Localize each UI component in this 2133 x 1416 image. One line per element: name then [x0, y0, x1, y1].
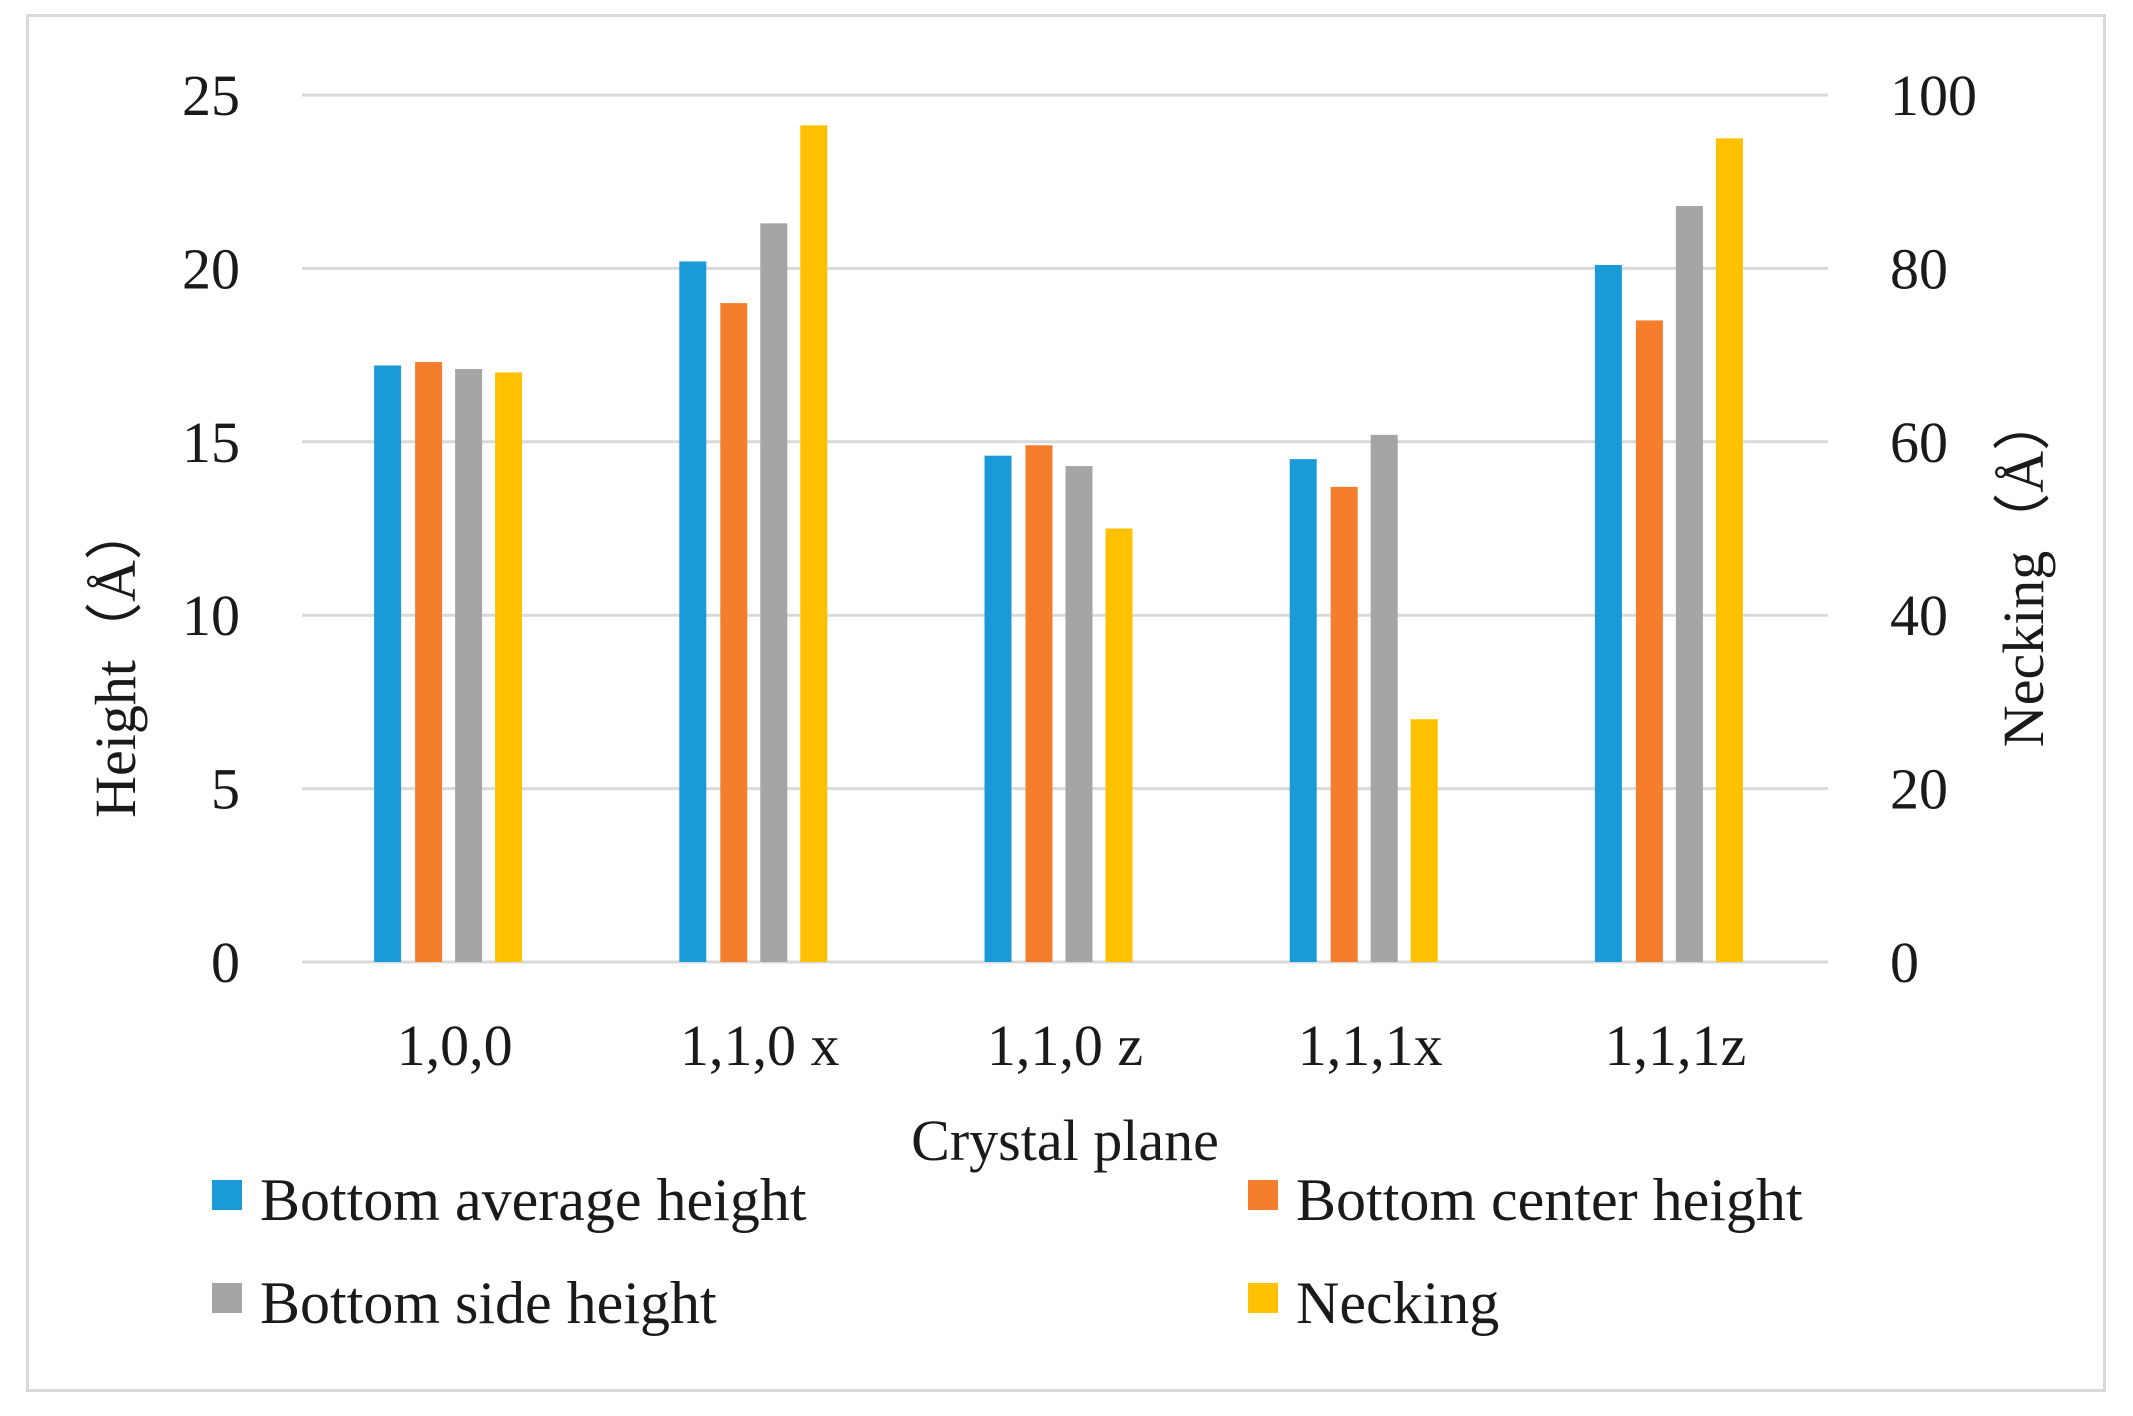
y2-tick-label: 40 — [1890, 583, 1948, 648]
bar-bottom-center-height — [1635, 320, 1663, 962]
y2-tick-label: 100 — [1890, 63, 1977, 128]
y-tick-label: 20 — [182, 236, 240, 301]
bar-bottom-average-height — [1289, 459, 1317, 962]
y2-axis-title: Necking（Å） — [1991, 393, 2056, 747]
y-axis-ticks: 0 5 10 15 20 25 — [182, 63, 240, 995]
legend-label: Bottom average height — [260, 1167, 807, 1233]
y2-tick-label: 20 — [1890, 757, 1948, 822]
bars — [374, 125, 1743, 963]
bar-necking — [1105, 528, 1133, 962]
x-tick-label: 1,1,0 z — [987, 1013, 1143, 1078]
bar-bottom-side-height — [760, 223, 788, 963]
legend-label: Bottom side height — [260, 1270, 717, 1336]
x-axis-title: Crystal plane — [911, 1108, 1219, 1173]
bar-bottom-average-height — [679, 261, 707, 962]
bar-bottom-average-height — [1594, 264, 1622, 962]
legend-label: Necking — [1296, 1270, 1499, 1336]
bar-bottom-side-height — [455, 368, 483, 962]
legend-swatch — [1248, 1283, 1278, 1313]
y2-tick-label: 60 — [1890, 410, 1948, 475]
bar-bottom-side-height — [1065, 466, 1093, 962]
y-tick-label: 25 — [182, 63, 240, 128]
x-tick-label: 1,1,1x — [1298, 1013, 1443, 1078]
bar-bottom-average-height — [374, 365, 402, 962]
y2-axis-ticks: 0 20 40 60 80 100 — [1890, 63, 1977, 995]
legend-swatch — [1248, 1180, 1278, 1210]
gridlines — [302, 93, 1828, 964]
bar-necking — [495, 372, 523, 962]
y-tick-label: 10 — [182, 583, 240, 648]
y2-tick-label: 0 — [1890, 930, 1919, 995]
x-tick-label: 1,0,0 — [397, 1013, 513, 1078]
x-tick-label: 1,1,0 x — [680, 1013, 840, 1078]
bar-necking — [800, 125, 828, 963]
bar-bottom-center-height — [1330, 486, 1358, 962]
bar-bottom-center-height — [720, 303, 748, 963]
x-axis-ticks: 1,0,0 1,1,0 x 1,1,0 z 1,1,1x 1,1,1z — [397, 1013, 1747, 1078]
legend-swatch — [212, 1180, 242, 1210]
bar-bottom-center-height — [1025, 445, 1053, 962]
y-tick-label: 0 — [211, 930, 240, 995]
bar-necking — [1410, 719, 1438, 962]
legend-swatch — [212, 1283, 242, 1313]
bar-bottom-average-height — [984, 455, 1012, 962]
bar-bottom-side-height — [1675, 205, 1703, 962]
bar-bottom-center-height — [415, 362, 443, 962]
y2-tick-label: 80 — [1890, 236, 1948, 301]
legend: Bottom average height Bottom center heigh… — [212, 1167, 1803, 1336]
y-axis-title: Height（Å） — [83, 502, 148, 818]
x-tick-label: 1,1,1z — [1605, 1013, 1747, 1078]
y-tick-label: 15 — [182, 410, 240, 475]
bar-bottom-side-height — [1370, 434, 1398, 962]
bar-necking — [1715, 138, 1743, 963]
legend-label: Bottom center height — [1296, 1167, 1803, 1233]
y-tick-label: 5 — [211, 757, 240, 822]
